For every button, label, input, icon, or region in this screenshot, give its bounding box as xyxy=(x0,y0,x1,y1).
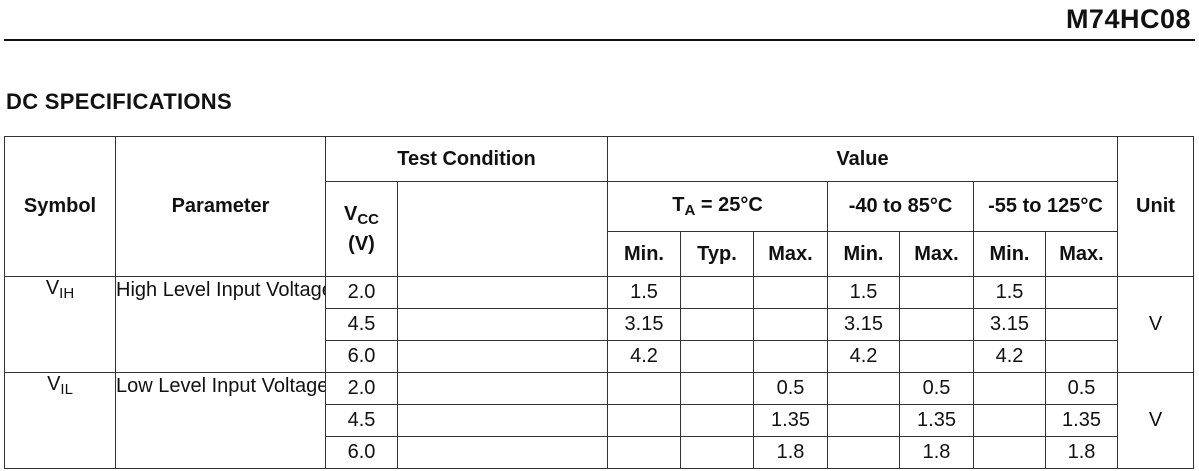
r3-max-cell xyxy=(1045,276,1118,309)
condition-cell xyxy=(397,372,608,405)
ta-min-cell: 1.5 xyxy=(607,276,681,309)
ta-typ-header: Typ. xyxy=(680,231,754,277)
r2-min-cell: 3.15 xyxy=(827,308,900,341)
header-row-3: Min. Typ. Max. Min. Max. Min. Max. xyxy=(5,231,1194,277)
header-row-1: Symbol Parameter Test Condition Value Un… xyxy=(4,136,1194,277)
parameter-header: Parameter xyxy=(115,136,326,277)
ta-25-header: TA = 25°C xyxy=(607,181,828,232)
r3-max-header: Max. xyxy=(1045,231,1118,277)
r2-max-cell: 0.5 xyxy=(899,372,974,405)
vcc-cell: 6.0 xyxy=(325,340,398,373)
ta-typ-cell xyxy=(680,404,754,437)
r2-max-cell: 1.8 xyxy=(899,436,974,469)
table-row: VIH High Level Input Voltage 2.0 1.5 1.5… xyxy=(4,276,1194,373)
r3-max-cell: 1.35 xyxy=(1045,404,1118,437)
r2-min-header: Min. xyxy=(827,231,900,277)
vcc-cell: 4.5 xyxy=(325,308,398,341)
r2-max-cell xyxy=(899,308,974,341)
table-row: 6.0 1.8 1.8 1.8 xyxy=(5,436,1194,469)
ta-max-cell: 0.5 xyxy=(753,372,828,405)
vcc-subscript: CC xyxy=(357,211,379,228)
r2-min-cell: 1.5 xyxy=(827,276,900,309)
ta-min-cell xyxy=(607,404,681,437)
condition-cell xyxy=(397,276,608,309)
condition-header xyxy=(397,181,608,277)
r2-min-cell xyxy=(827,436,900,469)
ta-min-header: Min. xyxy=(607,231,681,277)
ta-typ-cell xyxy=(680,340,754,373)
ta-max-cell xyxy=(753,340,828,373)
r3-min-cell: 3.15 xyxy=(973,308,1046,341)
ta-typ-cell xyxy=(680,436,754,469)
r2-min-cell xyxy=(827,372,900,405)
vcc-cell: 2.0 xyxy=(325,372,398,405)
ta-min-cell: 3.15 xyxy=(607,308,681,341)
ta-min-cell xyxy=(607,372,681,405)
condition-cell xyxy=(397,308,608,341)
condition-cell xyxy=(397,340,608,373)
r3-min-cell: 1.5 xyxy=(973,276,1046,309)
symbol-main: V xyxy=(47,373,61,396)
r2-max-cell: 1.35 xyxy=(899,404,974,437)
ta-min-cell: 4.2 xyxy=(607,340,681,373)
unit-header: Unit xyxy=(1117,136,1194,277)
symbol-main: V xyxy=(45,277,60,300)
parameter-cell: Low Level Input Voltage xyxy=(115,372,326,469)
range-125-header: -55 to 125°C xyxy=(973,181,1118,232)
table-row: 6.0 4.2 4.2 4.2 xyxy=(5,340,1194,373)
symbol-header: Symbol xyxy=(4,136,116,277)
r2-max-header: Max. xyxy=(899,231,974,277)
symbol-subscript: IH xyxy=(59,285,75,302)
unit-cell: V xyxy=(1117,276,1194,373)
header-rule xyxy=(4,39,1195,41)
r3-max-cell xyxy=(1045,340,1118,373)
condition-cell xyxy=(397,436,608,469)
ta-typ-cell xyxy=(680,372,754,405)
document-code: M74HC08 xyxy=(1065,4,1191,34)
ta-symbol: T xyxy=(672,194,685,216)
unit-cell: V xyxy=(1117,372,1194,469)
r3-min-cell xyxy=(973,436,1046,469)
r3-min-cell xyxy=(973,404,1046,437)
parameter-cell: High Level Input Voltage xyxy=(115,276,326,373)
vcc-cell: 6.0 xyxy=(325,436,398,469)
value-header: Value xyxy=(607,136,1118,182)
vcc-cell: 2.0 xyxy=(325,276,398,309)
vcc-symbol: V xyxy=(343,203,358,225)
ta-max-cell: 1.35 xyxy=(753,404,828,437)
ta-subscript: A xyxy=(684,202,696,219)
r3-min-header: Min. xyxy=(973,231,1046,277)
ta-max-cell xyxy=(753,276,828,309)
ta-typ-cell xyxy=(680,308,754,341)
symbol-cell: VIL xyxy=(4,372,116,469)
ta-value: = 25°C xyxy=(695,194,763,216)
r3-max-cell: 1.8 xyxy=(1045,436,1118,469)
condition-cell xyxy=(397,404,608,437)
ta-max-cell xyxy=(753,308,828,341)
vcc-header: VCC (V) xyxy=(325,181,398,277)
vcc-cell: 4.5 xyxy=(325,404,398,437)
ta-typ-cell xyxy=(680,276,754,309)
test-condition-header: Test Condition xyxy=(325,136,608,182)
r3-min-cell xyxy=(973,372,1046,405)
symbol-cell: VIH xyxy=(4,276,116,373)
symbol-subscript: IL xyxy=(60,381,73,398)
table-row: 4.5 3.15 3.15 3.15 xyxy=(5,308,1194,341)
ta-min-cell xyxy=(607,436,681,469)
r3-min-cell: 4.2 xyxy=(973,340,1046,373)
ta-max-header: Max. xyxy=(753,231,828,277)
range-85-header: -40 to 85°C xyxy=(827,181,974,232)
dc-specifications-table: Symbol Parameter Test Condition Value Un… xyxy=(4,136,1194,469)
vcc-unit: (V) xyxy=(348,233,375,255)
ta-max-cell: 1.8 xyxy=(753,436,828,469)
r3-max-cell xyxy=(1045,308,1118,341)
r2-max-cell xyxy=(899,276,974,309)
r2-min-cell xyxy=(827,404,900,437)
section-title: DC SPECIFICATIONS xyxy=(6,89,232,114)
r2-min-cell: 4.2 xyxy=(827,340,900,373)
r2-max-cell xyxy=(899,340,974,373)
r3-max-cell: 0.5 xyxy=(1045,372,1118,405)
table-row: VIL Low Level Input Voltage 2.0 0.5 0.5 … xyxy=(4,372,1194,469)
